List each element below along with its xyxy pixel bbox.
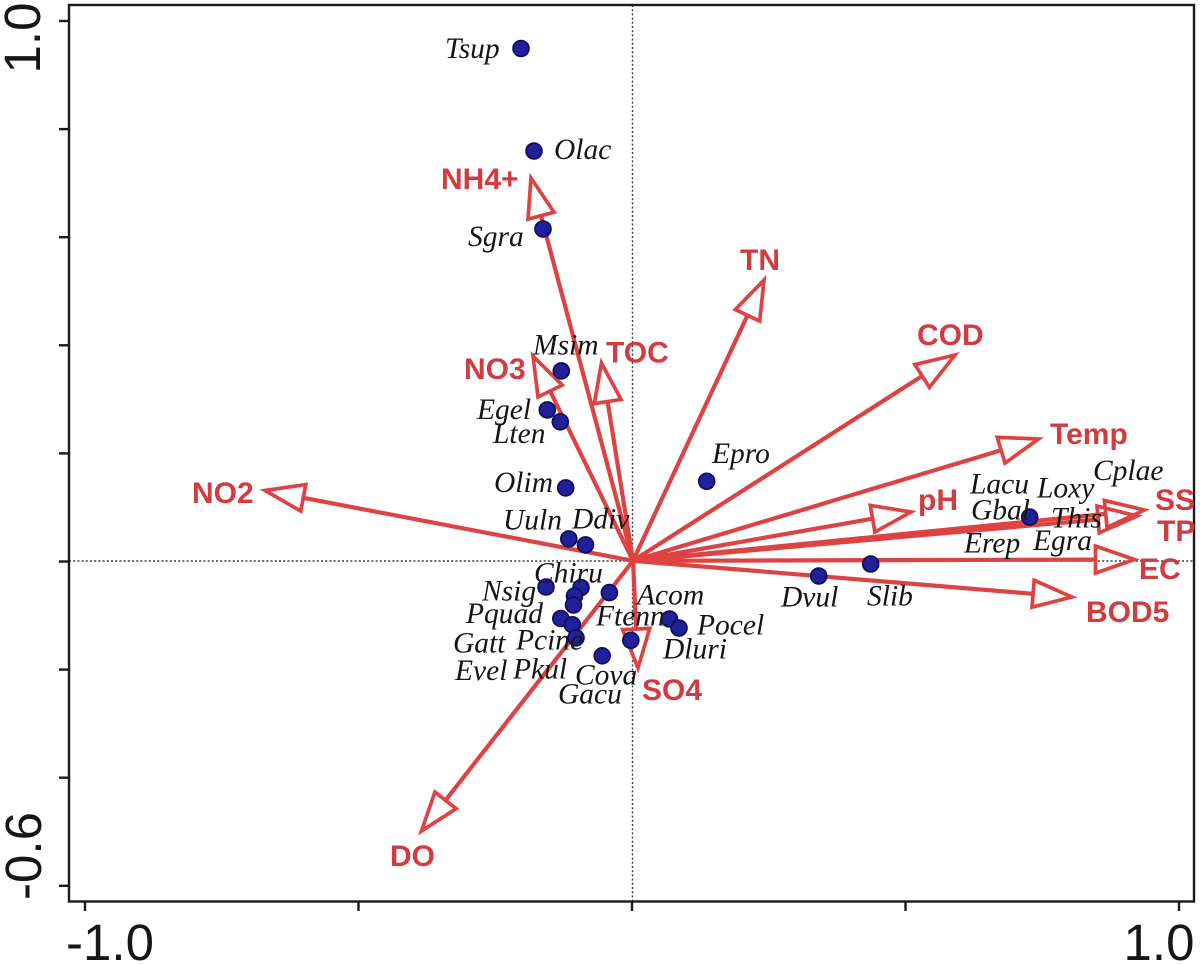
svg-text:1.0: 1.0 (0, 3, 51, 74)
svg-text:1.0: 1.0 (1124, 914, 1195, 964)
svg-text:Evel: Evel (454, 655, 507, 687)
svg-text:BOD5: BOD5 (1086, 596, 1169, 629)
svg-text:Cplae: Cplae (1093, 455, 1163, 487)
svg-text:Msim: Msim (532, 330, 599, 362)
svg-text:Olim: Olim (494, 467, 553, 499)
svg-text:Sgra: Sgra (468, 221, 524, 253)
svg-text:COD: COD (917, 319, 984, 352)
svg-text:Ftenn: Ftenn (595, 601, 665, 633)
svg-text:Chiru: Chiru (534, 558, 603, 590)
svg-text:Pkul: Pkul (512, 654, 567, 686)
svg-text:NO3: NO3 (464, 353, 526, 386)
svg-text:Ddiv: Ddiv (571, 504, 630, 536)
svg-text:Pquad: Pquad (465, 598, 543, 630)
svg-text:EC: EC (1139, 553, 1181, 586)
svg-text:TOC: TOC (606, 337, 669, 370)
svg-text:Loxy: Loxy (1036, 473, 1095, 505)
svg-text:Gbal: Gbal (971, 495, 1030, 527)
svg-text:Erep: Erep (963, 528, 1020, 560)
svg-text:Pocel: Pocel (696, 610, 764, 642)
svg-text:Acom: Acom (635, 580, 704, 612)
svg-text:TP: TP (1157, 515, 1195, 548)
svg-text:Slib: Slib (867, 581, 913, 613)
svg-text:Pcine: Pcine (515, 625, 583, 657)
svg-text:Epro: Epro (711, 438, 770, 470)
svg-text:Gatt: Gatt (453, 628, 506, 660)
svg-text:TN: TN (740, 244, 780, 277)
svg-text:Dvul: Dvul (780, 582, 838, 614)
svg-text:Tsup: Tsup (445, 33, 500, 65)
svg-text:-1.0: -1.0 (66, 914, 154, 964)
svg-text:NO2: NO2 (192, 477, 254, 510)
svg-text:This: This (1051, 503, 1102, 535)
svg-text:Dluri: Dluri (662, 634, 727, 666)
svg-text:DO: DO (390, 840, 435, 873)
svg-text:Cova: Cova (575, 660, 637, 692)
svg-text:-0.6: -0.6 (0, 812, 52, 900)
svg-text:Egel: Egel (476, 394, 531, 426)
svg-text:Egra: Egra (1032, 525, 1092, 557)
svg-text:Lacu: Lacu (969, 469, 1029, 501)
svg-text:pH: pH (918, 484, 958, 517)
svg-text:Lten: Lten (492, 418, 545, 450)
svg-text:SO4: SO4 (642, 674, 702, 707)
svg-text:NH4+: NH4+ (441, 163, 519, 196)
svg-text:Uuln: Uuln (503, 505, 562, 537)
svg-text:Nsig: Nsig (481, 576, 536, 608)
svg-text:SS: SS (1155, 484, 1195, 517)
svg-text:Olac: Olac (554, 134, 611, 166)
svg-text:Gacu: Gacu (558, 679, 622, 711)
svg-text:Temp: Temp (1050, 418, 1128, 451)
